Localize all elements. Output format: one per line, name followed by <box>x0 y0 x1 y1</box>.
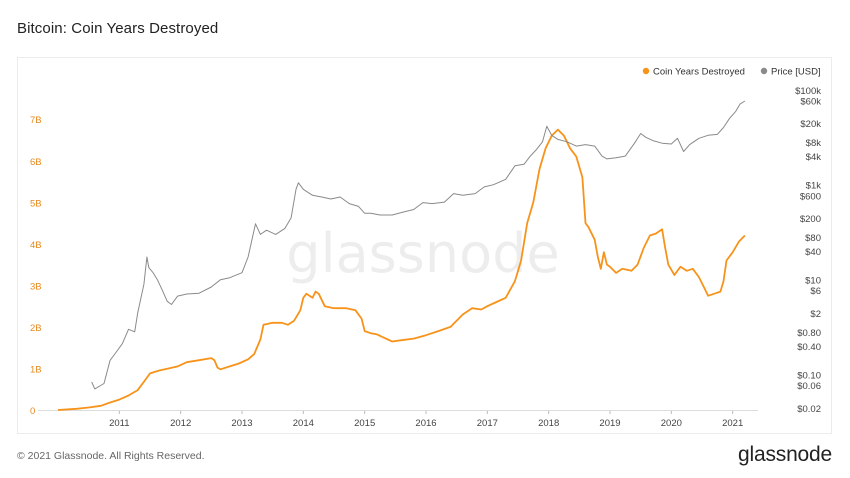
right-tick-label: $600 <box>800 191 821 202</box>
x-tick-label: 2020 <box>661 418 682 429</box>
x-tick-label: 2013 <box>231 418 252 429</box>
copyright-text: © 2021 Glassnode. All Rights Reserved. <box>17 450 205 462</box>
left-tick-label: 5B <box>30 198 42 209</box>
right-tick-label: $60k <box>800 96 821 107</box>
legend-marker <box>760 67 768 75</box>
legend-label: Price [USD] <box>771 67 821 78</box>
right-tick-label: $6 <box>810 286 821 297</box>
x-tick-label: 2011 <box>109 418 129 429</box>
right-tick-label: $0.06 <box>797 381 821 392</box>
cyd-series-line <box>57 128 746 411</box>
x-tick-label: 2014 <box>293 418 314 429</box>
left-tick-label: 0 <box>30 406 35 417</box>
left-tick-label: 1B <box>30 364 42 375</box>
right-tick-label: $1k <box>806 181 822 192</box>
right-tick-label: $80 <box>805 233 821 244</box>
right-tick-label: $0.40 <box>797 342 821 353</box>
right-tick-label: $200 <box>800 214 821 225</box>
x-tick-label: 2018 <box>538 418 559 429</box>
x-tick-label: 2015 <box>354 418 375 429</box>
right-tick-label: $20k <box>800 119 821 130</box>
left-tick-label: 3B <box>30 281 42 292</box>
right-tick-label: $8k <box>806 138 822 149</box>
x-tick-label: 2019 <box>599 418 620 429</box>
x-tick-label: 2017 <box>477 418 498 429</box>
right-tick-label: $40 <box>805 247 821 258</box>
right-tick-label: $0.80 <box>797 328 821 339</box>
left-tick-label: 6B <box>30 157 42 168</box>
x-tick-label: 2016 <box>415 418 436 429</box>
right-tick-label: $0.10 <box>797 371 821 382</box>
chart-svg: glassnode 0 1B 2B 3B 4B 5B 6B 7B $0.02 $0.06$0.10 $… <box>30 67 822 430</box>
right-tick-label: $4k <box>806 152 822 163</box>
right-tick-label: $10 <box>805 276 821 287</box>
left-tick-label: 2B <box>30 323 42 334</box>
legend-label: Coin Years Destroyed <box>653 67 745 78</box>
price-series-line <box>91 100 746 390</box>
right-tick-label: $2 <box>810 309 821 320</box>
brand-logo[interactable]: glassnode <box>738 443 832 466</box>
x-tick-label: 2012 <box>170 418 191 429</box>
watermark-text: glassnode <box>286 222 559 285</box>
page-title: Bitcoin: Coin Years Destroyed <box>17 20 219 37</box>
left-tick-label: 4B <box>30 240 42 251</box>
chart-area: glassnode 0 1B 2B 3B 4B 5B 6B 7B $0.02 $0.06 $0.10 $… <box>17 57 832 434</box>
x-tick-label: 2021 <box>722 418 743 429</box>
right-tick-label: $0.02 <box>797 404 821 415</box>
right-tick-label: $100k <box>795 86 821 97</box>
left-tick-label: 7B <box>30 115 42 126</box>
legend-marker <box>642 67 650 75</box>
